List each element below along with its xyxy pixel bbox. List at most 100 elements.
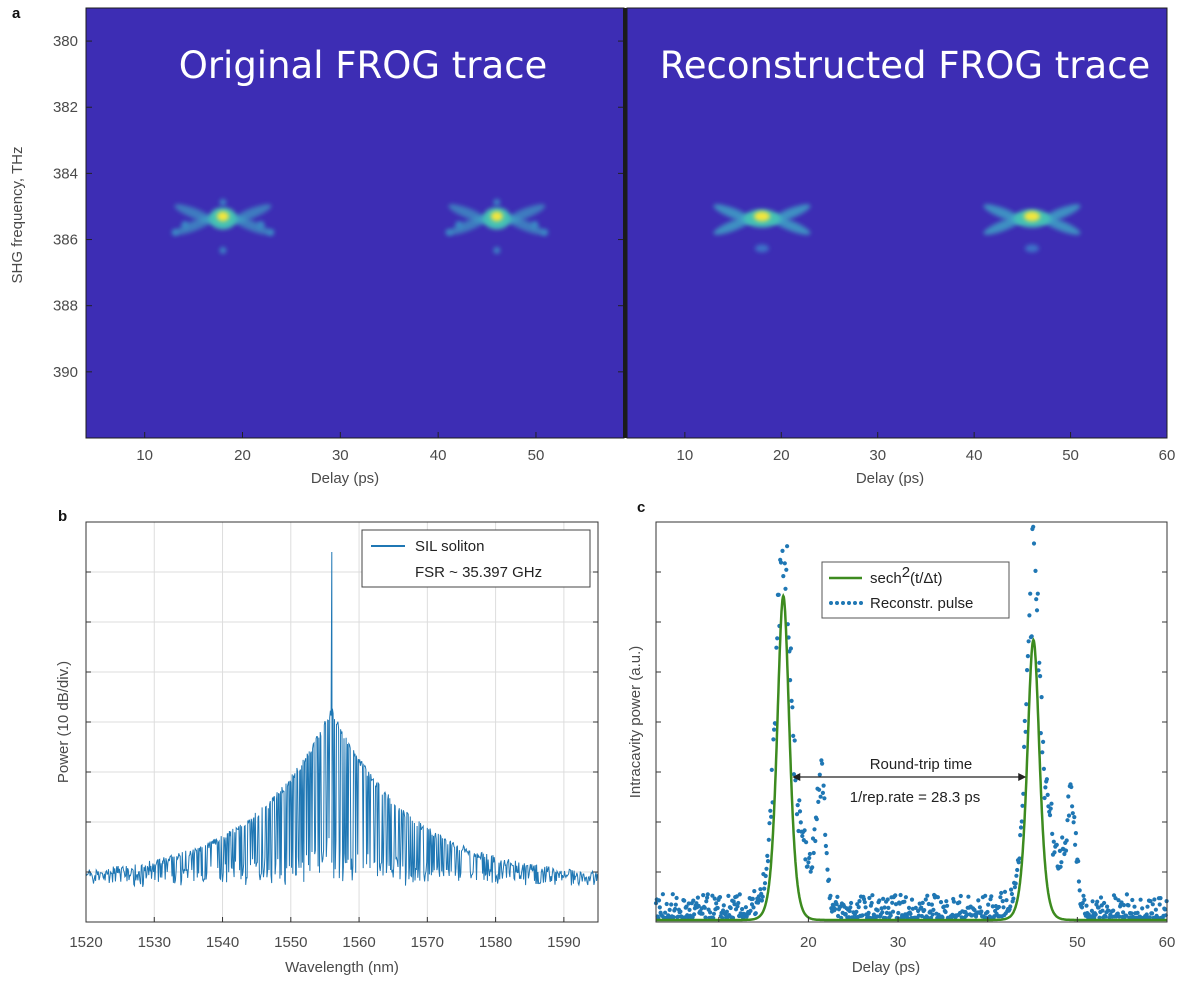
frog-peak-speckle [171,228,179,236]
reconstr-pulse-point [791,733,796,739]
reconstr-pulse-point [906,905,912,911]
reconstr-pulse-point [700,911,705,916]
frog-peak-1 [171,198,275,254]
spectrum-legend: SIL soliton FSR ~ 35.397 GHz [361,529,591,588]
reconstr-pulse-point [867,895,872,901]
reconstr-pulse-point [732,902,737,907]
reconstr-pulse-point [692,912,697,917]
reconstr-pulse-point [702,905,707,910]
reconstr-pulse-point [1042,795,1047,801]
reconstr-pulse-point [781,574,786,579]
pulse-legend-recon: Reconstr. pulse [870,595,973,612]
reconstr-pulse-point [792,738,797,743]
reconstr-pulse-point [1025,654,1030,659]
reconstr-pulse-point [1012,885,1018,890]
reconstr-pulse-point [1045,792,1050,798]
reconstr-pulse-point [890,909,896,914]
reconstr-pulse-point [1058,864,1063,869]
reconstr-pulse-point [1153,907,1158,912]
reconstr-pulse-point [1111,908,1116,913]
reconstr-pulse-point [817,772,822,777]
spectrum-xtick-label: 1570 [411,934,444,951]
reconstr-pulse-point [1043,785,1048,790]
reconstr-pulse-point [1135,910,1140,916]
frog-xtick-label: 40 [430,447,447,464]
frog-reconstructed-heatmap: Reconstructed FROG trace 10 20 30 40 50 60 De… [626,7,1175,487]
pulse-legend-fit: sech2(t/Δt) [870,564,943,587]
reconstr-pulse-point [823,832,828,838]
reconstr-pulse-point [1040,750,1045,755]
reconstr-pulse-point [1031,541,1037,546]
reconstr-pulse-point [1070,811,1075,816]
frog-peak-2 [983,204,1081,253]
reconstr-pulse-point [1138,897,1143,902]
reconstr-pulse-point [826,877,832,882]
reconstr-pulse-point [759,898,765,903]
reconstr-pulse-point [986,902,991,907]
frog-reconstructed-xlabel: Delay (ps) [856,470,924,487]
reconstr-pulse-point [898,892,903,898]
reconstr-pulse-point [930,912,935,917]
reconstr-pulse-point [1001,905,1006,910]
reconstr-pulse-point [750,896,755,902]
reconstr-pulse-point [1027,613,1032,618]
spectrum-xtick-label: 1530 [138,934,171,951]
reconstr-pulse-point [1090,899,1095,904]
pulse-xtick-label: 50 [1069,934,1086,951]
reconstr-pulse-point [938,900,944,905]
frog-peak-speckle [257,220,265,228]
reconstr-pulse-point [856,905,861,910]
frog-xtick-label: 20 [773,447,790,464]
reconstr-pulse-point [823,843,829,849]
reconstr-pulse-point [908,911,913,917]
heatmap-divider [623,8,627,438]
pulse-legend-swatch-dot [847,601,851,605]
reconstr-pulse-point [1124,913,1129,918]
reconstr-pulse-point [923,897,928,902]
reconstr-pulse-point [671,915,676,920]
reconstr-pulse-point [664,901,669,907]
reconstr-pulse-point [1064,838,1069,843]
reconstr-pulse-point [860,913,865,918]
reconstr-pulse-point [1034,608,1040,613]
reconstr-pulse-point [805,864,810,869]
reconstr-pulse-point [819,758,824,763]
frog-peak-1 [713,204,811,253]
reconstr-pulse-point [1009,891,1015,897]
reconstr-pulse-point [1000,899,1005,904]
reconstr-pulse-point [1066,794,1071,799]
reconstr-pulse-point [862,900,867,905]
reconstr-pulse-point [764,866,769,871]
frog-ytick-label: 390 [53,364,78,381]
pulse-xlabel: Delay (ps) [852,959,920,976]
frog-original-title: Original FROG trace [179,44,548,87]
reconstr-pulse-point [705,895,710,900]
reconstr-pulse-point [1071,820,1076,825]
reconstr-pulse-point [1011,896,1016,901]
reconstr-pulse-point [1059,860,1064,865]
reconstr-pulse-point [760,894,765,899]
reconstr-pulse-point [1124,892,1129,897]
frog-peak-wing [448,204,490,224]
round-trip-arrowhead-right [1018,773,1027,781]
reconstr-pulse-point [882,905,887,910]
reconstr-pulse-point [808,869,813,874]
reconstr-pulse-point [833,907,838,912]
reconstr-pulse-point [976,898,981,903]
reconstr-pulse-point [903,895,909,900]
reconstr-pulse-point [752,889,757,894]
reconstr-pulse-point [797,798,802,803]
reconstr-pulse-point [678,909,683,914]
reconstr-pulse-point [1008,904,1013,909]
reconstr-pulse-point [881,896,886,901]
reconstr-pulse-point [1041,766,1046,772]
frog-peak-speckle [267,228,275,236]
reconstr-pulse-point [1022,744,1027,750]
frog-peak-core [216,211,229,222]
reconstr-pulse-point [1121,910,1126,915]
frog-peak-core [1024,211,1040,222]
reconstr-pulse-point [812,827,817,832]
reconstr-pulse-point [1060,835,1065,840]
reconstr-pulse-point [1073,842,1078,847]
reconstr-pulse-point [1034,597,1039,602]
